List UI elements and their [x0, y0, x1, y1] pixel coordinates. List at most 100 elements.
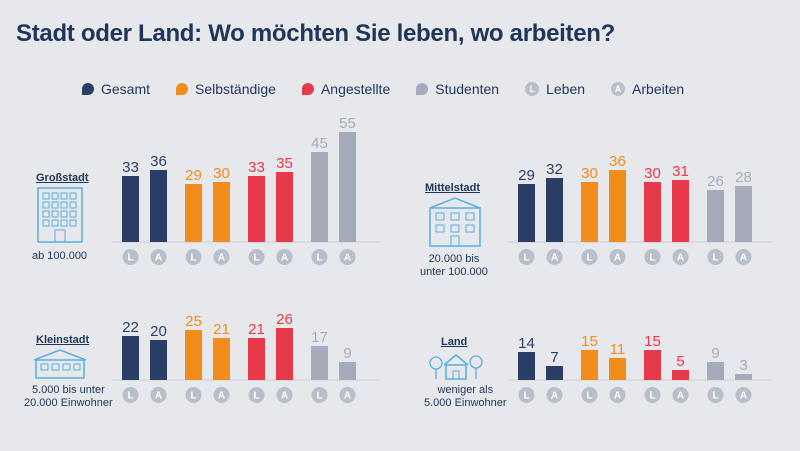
grossstadt-marker-selbstaendige-a: [213, 249, 230, 265]
mittelstadt-title: Mittelstadt: [425, 182, 480, 194]
kleinstadt-marker-angestellte-a: [276, 387, 293, 403]
legend-label-studenten: Studenten: [435, 81, 500, 97]
mittelstadt-value-gesamt-a: 32: [546, 161, 563, 178]
kleinstadt-marker-label-studenten-a: A: [344, 391, 351, 402]
grossstadt-bar-studenten-a: [339, 132, 356, 242]
grossstadt-marker-studenten-a: [339, 249, 356, 265]
land-marker-label-angestellte-l: L: [649, 391, 655, 402]
land-caption: weniger als 5.000 Einwohner: [424, 384, 507, 410]
mittelstadt-marker-angestellte-a: [672, 249, 689, 265]
land-marker-label-selbstaendige-l: L: [586, 391, 592, 402]
mittelstadt-bar-studenten-a: [735, 186, 752, 242]
mittelstadt-bar-studenten-l: [707, 190, 724, 242]
land-marker-angestellte-l: [644, 387, 661, 403]
kleinstadt-marker-studenten-l: [311, 387, 328, 403]
land-marker-angestellte-a: [672, 387, 689, 403]
grossstadt-marker-studenten-l: [311, 249, 328, 265]
grossstadt-marker-label-gesamt-a: A: [155, 253, 162, 264]
land-marker-studenten-l: [707, 387, 724, 403]
grossstadt-marker-gesamt-l: [122, 249, 139, 265]
kleinstadt-marker-selbstaendige-l: [185, 387, 202, 403]
kleinstadt-bar-studenten-a: [339, 362, 356, 380]
legend-item-angestellte: Angestellte: [301, 81, 391, 97]
mittelstadt-marker-gesamt-l: [518, 249, 535, 265]
mittelstadt-marker-selbstaendige-l: [581, 249, 598, 265]
mittelstadt-marker-angestellte-l: [644, 249, 661, 265]
mittelstadt-bar-gesamt-a: [546, 178, 563, 242]
legend-label-leben: Leben: [546, 81, 586, 97]
kleinstadt-marker-gesamt-a: [150, 387, 167, 403]
grossstadt-title: Großstadt: [36, 172, 89, 184]
legend-item-leben: L Leben: [525, 81, 585, 97]
grossstadt-marker-label-studenten-a: A: [344, 253, 351, 264]
kleinstadt-caption-line1: 5.000 bis unter: [31, 384, 105, 396]
grossstadt-value-studenten-a: 55: [339, 115, 356, 132]
grossstadt-bar-gesamt-l: [122, 176, 139, 242]
kleinstadt-marker-label-studenten-l: L: [316, 391, 322, 402]
land-caption-line1: weniger als: [437, 384, 494, 396]
legend-swatch-gesamt: [82, 83, 94, 95]
land-caption-line2: 5.000 Einwohner: [424, 397, 507, 409]
land-bar-studenten-l: [707, 362, 724, 380]
land-value-selbstaendige-l: 15: [581, 333, 598, 350]
kleinstadt-marker-studenten-a: [339, 387, 356, 403]
mittelstadt-marker-label-studenten-a: A: [740, 253, 747, 264]
grossstadt-value-selbstaendige-a: 30: [213, 165, 230, 182]
kleinstadt-bar-gesamt-a: [150, 340, 167, 380]
kleinstadt-marker-selbstaendige-a: [213, 387, 230, 403]
legend-label-selbstaendige: Selbständige: [195, 81, 276, 97]
grossstadt-marker-label-gesamt-l: L: [127, 253, 133, 264]
mittelstadt-marker-label-angestellte-l: L: [649, 253, 655, 264]
kleinstadt-marker-label-selbstaendige-a: A: [218, 391, 225, 402]
mittelstadt-bar-angestellte-a: [672, 180, 689, 242]
mittelstadt-value-gesamt-l: 29: [518, 167, 535, 184]
legend-label-arbeiten: Arbeiten: [632, 81, 685, 97]
land-marker-label-gesamt-a: A: [551, 391, 558, 402]
kleinstadt-marker-label-gesamt-l: L: [127, 391, 133, 402]
land-title: Land: [441, 336, 468, 348]
kleinstadt-caption-line2: 20.000 Einwohner: [24, 397, 113, 409]
land-bar-selbstaendige-l: [581, 350, 598, 380]
land-bar-gesamt-a: [546, 366, 563, 380]
grossstadt-bar-studenten-l: [311, 152, 328, 242]
grossstadt-bar-angestellte-l: [248, 176, 265, 242]
mittelstadt-marker-studenten-l: [707, 249, 724, 265]
mittelstadt-marker-label-gesamt-l: L: [523, 253, 529, 264]
grossstadt-bar-selbstaendige-l: [185, 184, 202, 242]
kleinstadt-bar-selbstaendige-l: [185, 330, 202, 380]
mittelstadt-value-angestellte-a: 31: [672, 163, 689, 180]
chart-title: Stadt oder Land: Wo möchten Sie leben, w…: [16, 20, 615, 47]
legend-item-studenten: Studenten: [416, 81, 499, 97]
kleinstadt-bar-gesamt-l: [122, 336, 139, 380]
mittelstadt-bar-selbstaendige-l: [581, 182, 598, 242]
mittelstadt-bar-angestellte-l: [644, 182, 661, 242]
grossstadt-marker-angestellte-l: [248, 249, 265, 265]
mittelstadt-value-studenten-l: 26: [707, 173, 724, 190]
grossstadt-marker-gesamt-a: [150, 249, 167, 265]
smalltown-icon: [32, 348, 88, 385]
mittelstadt-marker-label-selbstaendige-a: A: [614, 253, 621, 264]
mittelstadt-value-selbstaendige-l: 30: [581, 165, 598, 182]
mittelstadt-marker-label-angestellte-a: A: [677, 253, 684, 264]
grossstadt-value-gesamt-l: 33: [122, 159, 139, 176]
mittelstadt-marker-label-selbstaendige-l: L: [586, 253, 592, 264]
legend-item-arbeiten: A Arbeiten: [611, 81, 684, 97]
mittelstadt-marker-label-gesamt-a: A: [551, 253, 558, 264]
kleinstadt-value-angestellte-l: 21: [248, 321, 265, 338]
legend-swatch-studenten: [416, 83, 429, 95]
legend-marker-arbeiten: A: [611, 82, 626, 96]
mittelstadt-value-selbstaendige-a: 36: [609, 153, 626, 170]
land-marker-label-selbstaendige-a: A: [614, 391, 621, 402]
mittelstadt-marker-studenten-a: [735, 249, 752, 265]
legend-label-angestellte: Angestellte: [320, 81, 391, 97]
mittelstadt-value-angestellte-l: 30: [644, 165, 661, 182]
mittelstadt-caption-line2: unter 100.000: [420, 266, 488, 278]
kleinstadt-value-gesamt-a: 20: [150, 323, 167, 340]
skyscraper-icon: [36, 186, 84, 249]
kleinstadt-value-gesamt-l: 22: [122, 319, 139, 336]
kleinstadt-value-selbstaendige-l: 25: [185, 313, 202, 330]
grossstadt-caption: ab 100.000: [32, 250, 88, 262]
kleinstadt-value-studenten-a: 9: [343, 345, 351, 362]
mittelstadt-marker-gesamt-a: [546, 249, 563, 265]
land-marker-selbstaendige-l: [581, 387, 598, 403]
